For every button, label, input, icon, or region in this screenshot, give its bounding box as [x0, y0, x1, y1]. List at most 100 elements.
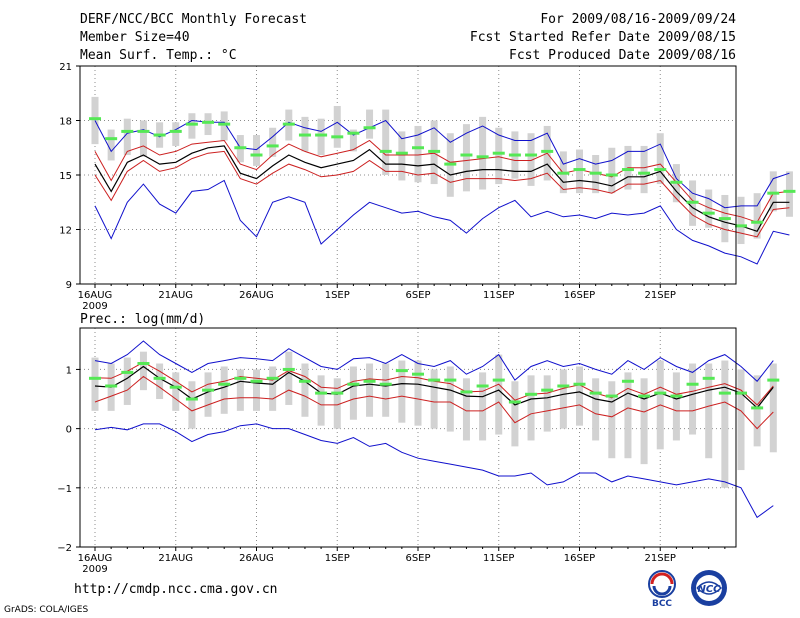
prec-spread-box: [592, 378, 600, 441]
prec-spread-box: [672, 372, 680, 441]
temp-spread-box: [253, 135, 260, 166]
prec-spread-box: [349, 366, 357, 420]
prec-spread-box: [559, 369, 567, 429]
temp-xtick-label: 21AUG: [158, 290, 193, 301]
prec-spread-box: [220, 366, 228, 414]
prec-spread-box: [253, 369, 260, 411]
temp-ytick-label: 21: [59, 62, 72, 73]
prec-spread-box: [123, 357, 131, 405]
prec-spread-box: [91, 357, 99, 411]
temp-spread-box: [462, 124, 470, 192]
temp-ytick-label: 15: [59, 171, 72, 182]
prec-spread-box: [511, 381, 519, 447]
temp-ytick-label: 12: [59, 226, 72, 237]
prec-spread-box: [753, 375, 761, 447]
member-size: Member Size=40: [80, 30, 190, 45]
prec-spread-box: [640, 378, 648, 465]
prec-spread-box: [462, 378, 470, 441]
prec-xtick-label: 16AUG: [78, 553, 113, 564]
temp-spread-box: [769, 171, 777, 212]
prec-spread-box: [172, 372, 180, 411]
temp-xtick-year: 2009: [82, 301, 107, 312]
temp-spread-box: [107, 129, 115, 161]
temp-spread-box: [333, 105, 341, 148]
temp-spread-box: [608, 147, 616, 194]
prec-xtick-label: 16SEP: [564, 553, 595, 564]
temp-xtick-label: 11SEP: [483, 290, 514, 301]
prec-spread-box: [527, 375, 535, 441]
temp-series-min: [94, 179, 790, 265]
temp-xtick-label: 16SEP: [564, 290, 595, 301]
temp-spread-box: [414, 125, 422, 183]
prec-ytick-label: −1: [57, 484, 72, 495]
temp-series-mean: [94, 145, 790, 233]
prec-ytick-label: −2: [57, 543, 72, 554]
temp-spread-box: [204, 113, 212, 136]
temp-spread-box: [269, 127, 277, 157]
prec-spread-box: [721, 360, 729, 488]
temp-series-lower-sd: [94, 150, 790, 238]
temp-xtick-label: 6SEP: [405, 290, 430, 301]
temp-spread-box: [172, 122, 180, 146]
temp-xtick-label: 1SEP: [325, 290, 350, 301]
fcst-produced-date: Fcst Produced Date 2009/08/16: [509, 48, 736, 63]
bcc-logo: BCC: [648, 570, 676, 608]
temp-spread-box: [366, 109, 374, 139]
prec-xtick-label: 26AUG: [239, 553, 274, 564]
prec-spread-box: [495, 354, 503, 435]
prec-frame: [79, 327, 737, 548]
prec-xtick-label: 21AUG: [158, 553, 193, 564]
prec-spread-box: [608, 381, 616, 459]
source-url[interactable]: http://cmdp.ncc.cma.gov.cn: [74, 582, 278, 597]
temp-spread-box: [656, 133, 664, 185]
chart-title: DERF/NCC/BCC Monthly Forecast: [80, 12, 307, 27]
prec-spread-box: [479, 372, 487, 441]
prec-panel: −2 −1 0 1 16AUG 21AUG 26AUG 1SEP 6SEP 11SEP 16SEP 2…: [57, 327, 780, 575]
temp-series-upper-sd: [94, 139, 790, 223]
temp-panel: 9 12 15 18 21 16AUG 21AUG 26AUG 1SEP 6SEP 11SEP 16S…: [59, 62, 796, 312]
prec-spread-box: [382, 363, 390, 417]
temp-spread-box: [753, 193, 761, 239]
prec-spread-box: [414, 360, 422, 426]
prec-spread-box: [430, 369, 438, 429]
temp-frame: [79, 65, 737, 285]
prec-spread-box: [769, 363, 777, 453]
prec-spread-box: [139, 351, 147, 391]
variable-label: Mean Surf. Temp.: °C: [80, 48, 237, 63]
temp-spread-box: [527, 133, 535, 186]
prec-spread-box: [705, 363, 713, 459]
temp-spread-box: [640, 145, 648, 194]
temp-spread-box: [317, 118, 325, 156]
temp-spread-box: [123, 118, 131, 156]
temp-xtick-label: 26AUG: [239, 290, 274, 301]
prec-series-max: [94, 340, 774, 383]
temp-spread-box: [188, 113, 196, 139]
prec-series-lower-sd: [94, 375, 774, 430]
prec-spread-box: [624, 372, 632, 459]
prec-xtick-year: 2009: [82, 564, 107, 575]
ncc-logo-text: NCC: [697, 584, 721, 595]
prec-spread-box: [543, 375, 551, 432]
prec-spread-box: [446, 366, 454, 432]
prec-spread-box: [156, 363, 164, 400]
temp-spread-box: [220, 111, 228, 141]
prec-xtick-label: 21SEP: [645, 553, 676, 564]
prec-spread-box: [576, 366, 583, 426]
grads-credit: GrADS: COLA/IGES: [4, 605, 89, 615]
temp-spread-box: [349, 129, 357, 152]
prec-spread-box: [301, 363, 309, 417]
precip-panel-title: Prec.: log(mm/d): [80, 312, 206, 327]
temp-spread-box: [785, 171, 793, 217]
prec-spread-box: [737, 369, 745, 471]
temp-spread-box: [479, 116, 487, 190]
prec-ytick-label: 1: [66, 365, 72, 376]
prec-spread-box: [333, 378, 341, 429]
temp-spread-box: [737, 196, 745, 245]
ncc-logo: NCC: [691, 570, 727, 606]
temp-series-max: [94, 119, 790, 209]
temp-ytick-label: 18: [59, 117, 72, 128]
forecast-period: For 2009/08/16-2009/09/24: [540, 12, 736, 27]
temp-spread-box: [139, 120, 147, 157]
temp-xtick-label: 16AUG: [78, 290, 113, 301]
